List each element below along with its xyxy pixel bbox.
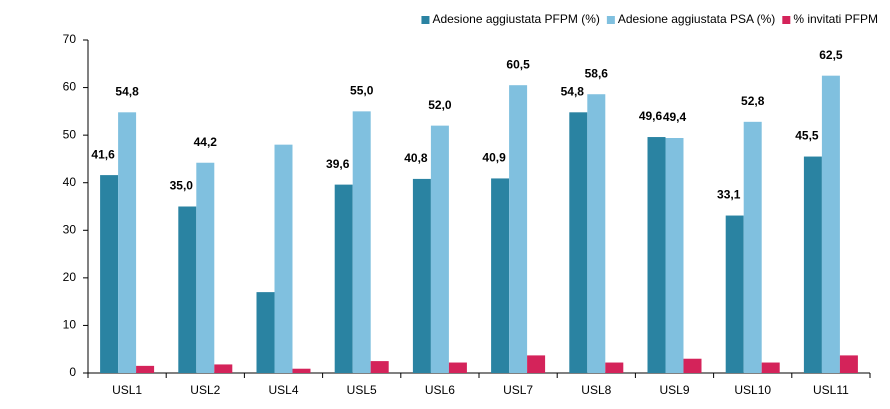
x-tick-label: USL5 [347, 383, 377, 397]
data-label: 54,8 [561, 84, 585, 98]
y-tick-label: 50 [63, 127, 77, 141]
bar [196, 162, 215, 373]
data-label: 35,0 [170, 179, 194, 193]
data-label: 58,6 [585, 66, 609, 80]
bar [100, 175, 119, 373]
bar [761, 362, 780, 373]
bar [839, 355, 858, 373]
data-label: 45,5 [795, 129, 819, 143]
x-tick-label: USL2 [190, 383, 220, 397]
data-label: 49,4 [663, 110, 687, 124]
bar [743, 121, 762, 373]
bar [605, 362, 624, 373]
bar [725, 215, 744, 373]
x-tick-label: USL11 [813, 383, 849, 397]
y-tick-label: 20 [63, 270, 77, 284]
x-tick-label: USL7 [503, 383, 533, 397]
bar [256, 292, 275, 373]
data-label: 52,8 [741, 94, 765, 108]
x-tick-label: USL8 [581, 383, 611, 397]
bar [334, 184, 353, 373]
data-label: 41,6 [91, 147, 115, 161]
bar [370, 361, 389, 373]
data-label: 40,9 [482, 151, 506, 165]
data-label: 54,8 [115, 84, 139, 98]
legend-swatch [421, 16, 430, 24]
bar [430, 125, 449, 373]
y-tick-label: 70 [63, 32, 77, 46]
y-tick-label: 0 [69, 365, 76, 379]
bar [587, 94, 606, 373]
bar [821, 75, 840, 373]
bar [665, 137, 684, 373]
bar [803, 156, 822, 373]
data-label: 33,1 [717, 188, 741, 202]
bar [136, 365, 155, 373]
x-tick-label: USL1 [112, 383, 142, 397]
bar [178, 206, 197, 373]
bar [527, 355, 546, 373]
data-label: 60,5 [506, 57, 530, 71]
y-tick-label: 30 [63, 222, 77, 236]
y-tick-label: 60 [63, 80, 77, 94]
legend-label: Adesione aggiustata PSA (%) [618, 12, 775, 26]
legend-label: % invitati PFPM [793, 12, 878, 26]
y-tick-label: 40 [63, 175, 77, 189]
data-label: 40,8 [404, 151, 428, 165]
bar [647, 137, 666, 373]
data-label: 39,6 [326, 157, 350, 171]
data-label: 49,6 [639, 109, 663, 123]
bar [214, 364, 233, 373]
bar [292, 368, 311, 373]
bar [412, 178, 431, 373]
bar [448, 362, 467, 373]
bar [683, 358, 702, 373]
x-tick-label: USL4 [268, 383, 298, 397]
legend-label: Adesione aggiustata PFPM (%) [432, 12, 599, 26]
bar [118, 112, 137, 374]
bar [569, 112, 588, 374]
bar [509, 85, 528, 373]
y-tick-label: 10 [63, 318, 77, 332]
data-label: 52,0 [428, 98, 452, 112]
x-tick-label: USL9 [659, 383, 689, 397]
x-tick-label: USL10 [734, 383, 771, 397]
bar [491, 178, 510, 373]
data-label: 55,0 [350, 84, 374, 98]
bar [274, 144, 293, 373]
x-tick-label: USL6 [425, 383, 455, 397]
bar [352, 111, 371, 373]
legend-swatch [606, 16, 615, 24]
data-label: 62,5 [819, 48, 843, 62]
data-label: 44,2 [194, 135, 218, 149]
legend-swatch [782, 16, 791, 24]
